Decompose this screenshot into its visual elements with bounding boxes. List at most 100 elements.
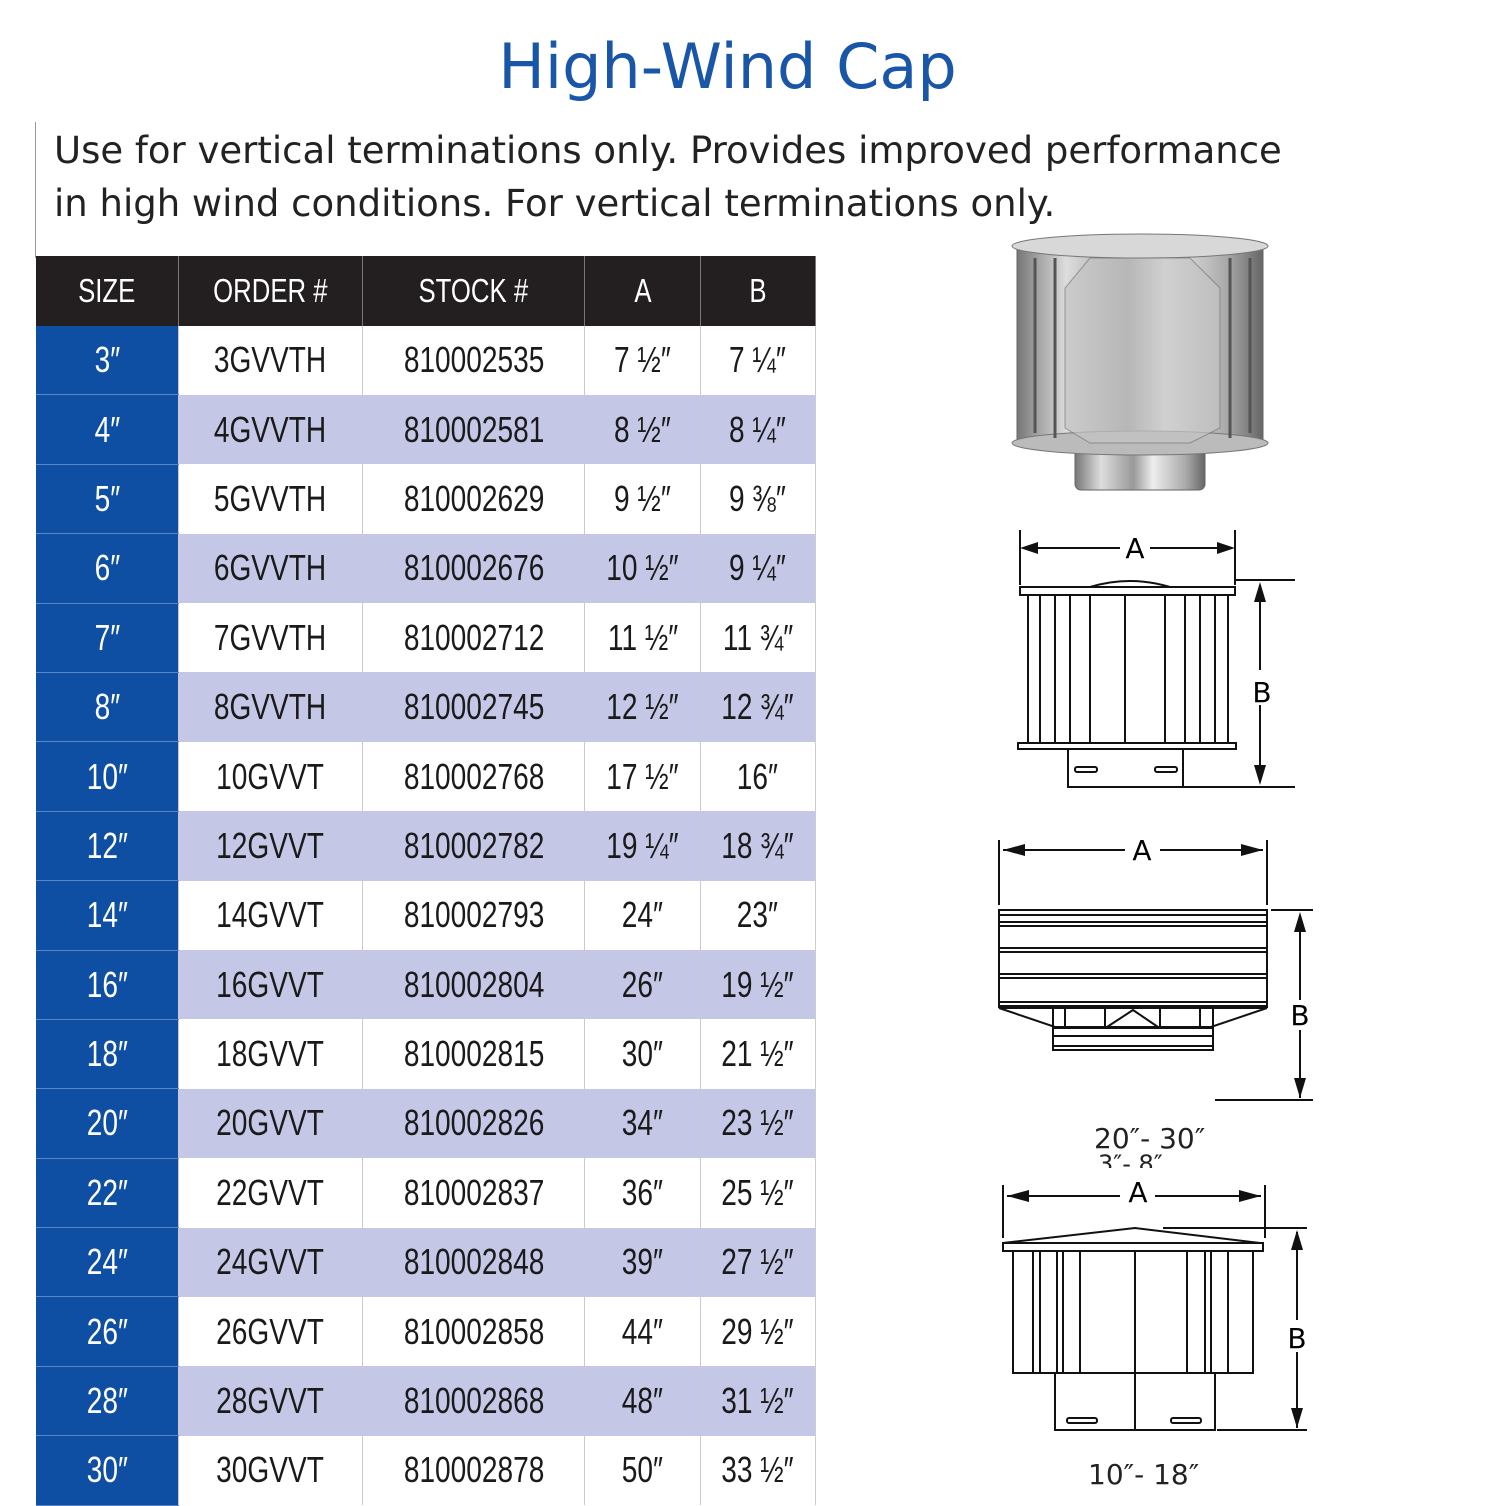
cell-order: 4GVVTH [178, 394, 363, 465]
cell-b: 21 ½″ [700, 1019, 817, 1089]
cell-text: 810002745 [403, 686, 544, 728]
cell-order: 18GVVT [178, 1019, 363, 1089]
cell-text: 7 ½″ [614, 339, 671, 381]
cell-order: 6GVVTH [178, 533, 363, 604]
cell-text: 29 ½″ [721, 1310, 795, 1352]
cell-order: 16GVVT [178, 950, 363, 1020]
cell-text: 4″ [94, 408, 120, 450]
cell-size: 26″ [36, 1296, 179, 1367]
cell-text: 14″ [86, 894, 128, 936]
cell-text: 44″ [622, 1310, 664, 1352]
cell-a: 7 ½″ [584, 326, 701, 395]
table-row: 20″ 20GVVT 810002826 34″ 23 ½″ [36, 1088, 817, 1159]
cell-a: 19 ¼″ [584, 811, 701, 881]
cell-stock: 810002768 [362, 741, 586, 812]
cell-a: 36″ [584, 1158, 701, 1228]
cell-text: 30″ [86, 1449, 128, 1491]
cell-text: 810002535 [403, 339, 544, 381]
cell-order: 28GVVT [178, 1366, 363, 1436]
table-row: 12″ 12GVVT 810002782 19 ¼″ 18 ¾″ [36, 811, 817, 882]
header-label: B [749, 272, 767, 309]
cell-b: 7 ¼″ [700, 326, 817, 395]
spec-table: SIZE ORDER # STOCK # A B 3″ 3GVVTH 810002535 7 … [36, 256, 817, 1506]
cell-stock: 810002676 [362, 533, 586, 604]
cell-stock: 810002629 [362, 464, 586, 534]
cell-a: 11 ½″ [584, 603, 701, 673]
cell-text: 25 ½″ [721, 1171, 795, 1213]
cell-text: 5″ [94, 477, 120, 519]
table-row: 10″ 10GVVT 810002768 17 ½″ 16″ [36, 741, 817, 812]
diagram-3-8: A B [1017, 530, 1295, 788]
cell-stock: 810002804 [362, 950, 586, 1020]
cell-order: 12GVVT [178, 811, 363, 881]
dim-b-label: B [1252, 676, 1271, 709]
dim-a-label: A [1128, 1180, 1147, 1209]
cell-text: 810002848 [403, 1241, 544, 1283]
cell-order: 3GVVTH [178, 326, 363, 395]
cell-text: 9 ½″ [614, 477, 671, 519]
cell-text: 24″ [622, 894, 664, 936]
cell-order: 5GVVTH [178, 464, 363, 534]
cell-text: 810002826 [403, 1102, 544, 1144]
cell-a: 50″ [584, 1435, 701, 1506]
cell-text: 22GVVT [216, 1171, 325, 1213]
cell-text: 7″ [94, 616, 120, 658]
cell-text: 10GVVT [216, 755, 325, 797]
cell-text: 3″ [94, 339, 120, 381]
cell-text: 5GVVTH [214, 477, 327, 519]
cell-text: 8 ¼″ [729, 408, 787, 450]
cell-text: 30GVVT [216, 1449, 325, 1491]
cell-text: 810002804 [403, 963, 544, 1005]
table-row: 8″ 8GVVTH 810002745 12 ½″ 12 ¾″ [36, 672, 817, 743]
table-row: 7″ 7GVVTH 810002712 11 ½″ 11 ¾″ [36, 603, 817, 673]
cell-text: 19 ½″ [721, 963, 795, 1005]
cell-stock: 810002848 [362, 1227, 586, 1297]
cell-text: 50″ [622, 1449, 664, 1491]
cell-text: 12″ [86, 824, 128, 866]
cell-size: 3″ [36, 326, 179, 396]
header-order: ORDER # [178, 256, 363, 326]
cell-size: 10″ [36, 741, 179, 812]
cell-stock: 810002535 [362, 326, 586, 395]
header-size: SIZE [36, 256, 179, 326]
divider [35, 122, 36, 258]
table-row: 4″ 4GVVTH 810002581 8 ½″ 8 ¼″ [36, 394, 817, 465]
cell-text: 31 ½″ [721, 1380, 795, 1422]
cell-a: 34″ [584, 1088, 701, 1159]
cell-a: 12 ½″ [584, 672, 701, 742]
cell-text: 20GVVT [216, 1102, 325, 1144]
table-row: 3″ 3GVVTH 810002535 7 ½″ 7 ¼″ [36, 326, 817, 396]
cell-b: 31 ½″ [700, 1366, 817, 1436]
cell-text: 21 ½″ [721, 1033, 795, 1075]
cell-stock: 810002878 [362, 1435, 586, 1506]
cell-text: 4GVVTH [214, 408, 327, 450]
cell-text: 24GVVT [216, 1241, 325, 1283]
cell-text: 810002629 [403, 477, 544, 519]
cell-text: 9 ¼″ [729, 547, 787, 589]
cell-text: 6GVVTH [214, 547, 327, 589]
cell-text: 26″ [86, 1310, 128, 1352]
table-row: 24″ 24GVVT 810002848 39″ 27 ½″ [36, 1227, 817, 1298]
header-label: A [634, 272, 652, 309]
header-label: ORDER # [213, 272, 328, 309]
cell-size: 7″ [36, 603, 179, 673]
cell-a: 9 ½″ [584, 464, 701, 534]
cell-b: 9 ⅜″ [700, 464, 817, 534]
dim-b-label: B [1290, 999, 1309, 1032]
cell-text: 7GVVTH [214, 616, 327, 658]
label-3-8: 3″- 8″ [1098, 1150, 1163, 1168]
cell-stock: 810002793 [362, 880, 586, 951]
diagram-20-30: A B [998, 834, 1313, 1101]
table-row: 5″ 5GVVTH 810002629 9 ½″ 9 ⅜″ [36, 464, 817, 535]
cell-b: 23 ½″ [700, 1088, 817, 1159]
cell-order: 14GVVT [178, 880, 363, 951]
cell-a: 30″ [584, 1019, 701, 1089]
header-label: STOCK # [418, 272, 529, 309]
cell-b: 9 ¼″ [700, 533, 817, 604]
cell-order: 7GVVTH [178, 603, 363, 673]
cell-stock: 810002868 [362, 1366, 586, 1436]
cell-stock: 810002712 [362, 603, 586, 673]
cell-text: 810002793 [403, 894, 544, 936]
cell-text: 27 ½″ [721, 1241, 795, 1283]
cell-size: 6″ [36, 533, 179, 604]
